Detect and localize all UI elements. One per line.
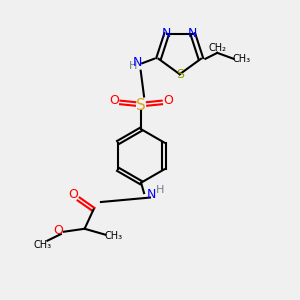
Text: O: O: [163, 94, 173, 107]
Text: S: S: [176, 68, 184, 81]
Text: CH₂: CH₂: [208, 43, 226, 52]
Text: CH₃: CH₃: [105, 231, 123, 241]
Text: H: H: [156, 185, 165, 195]
Text: N: N: [188, 27, 197, 40]
Text: N: N: [147, 188, 156, 201]
Text: N: N: [133, 56, 142, 69]
Text: S: S: [136, 98, 146, 113]
Text: CH₃: CH₃: [34, 240, 52, 250]
Text: H: H: [129, 61, 138, 71]
Text: CH₃: CH₃: [233, 54, 251, 64]
Text: O: O: [110, 94, 119, 107]
Text: O: O: [53, 224, 63, 237]
Text: O: O: [68, 188, 78, 201]
Text: N: N: [162, 27, 171, 40]
